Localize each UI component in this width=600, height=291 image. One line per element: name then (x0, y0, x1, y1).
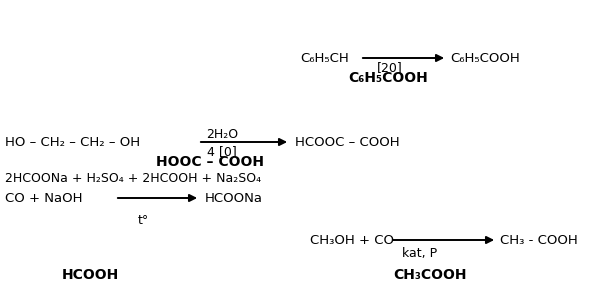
Text: 2H₂O: 2H₂O (206, 127, 238, 141)
Text: t°: t° (138, 214, 149, 226)
Text: HOOC – COOH: HOOC – COOH (156, 155, 264, 169)
Text: kat, P: kat, P (403, 246, 437, 260)
Text: [20]: [20] (377, 61, 403, 74)
Text: CH₃COOH: CH₃COOH (393, 268, 467, 282)
Text: CO + NaOH: CO + NaOH (5, 191, 83, 205)
Text: CH₃OH + CO: CH₃OH + CO (310, 233, 394, 246)
Text: C₆H₅COOH: C₆H₅COOH (450, 52, 520, 65)
Text: HCOOH: HCOOH (61, 268, 119, 282)
Text: HCOONa: HCOONa (205, 191, 263, 205)
Text: C₆H₅CH: C₆H₅CH (300, 52, 349, 65)
Text: 2HCOONa + H₂SO₄ + 2HCOOH + Na₂SO₄: 2HCOONa + H₂SO₄ + 2HCOOH + Na₂SO₄ (5, 171, 261, 184)
Text: HO – CH₂ – CH₂ – OH: HO – CH₂ – CH₂ – OH (5, 136, 140, 148)
Text: C₆H₅COOH: C₆H₅COOH (348, 71, 428, 85)
Text: HCOOC – COOH: HCOOC – COOH (295, 136, 400, 148)
Text: CH₃ - COOH: CH₃ - COOH (500, 233, 578, 246)
Text: 4 [0]: 4 [0] (207, 146, 237, 159)
